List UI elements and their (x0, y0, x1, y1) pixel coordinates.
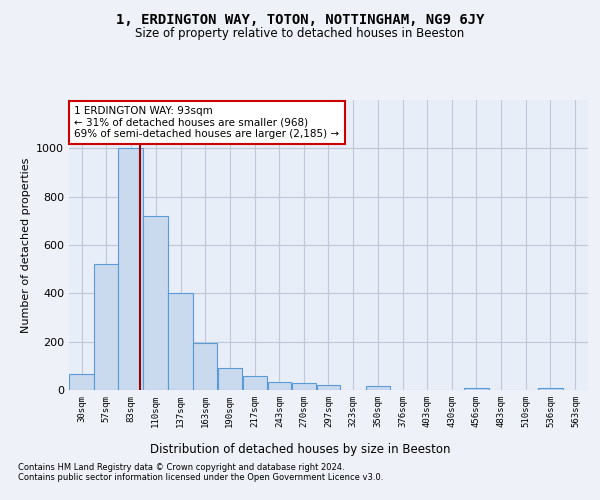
Text: Distribution of detached houses by size in Beeston: Distribution of detached houses by size … (150, 442, 450, 456)
Bar (94, 264, 118, 390)
Bar (538, 388, 563, 390)
Bar (317, 385, 340, 390)
Bar (118, 148, 143, 390)
Bar (143, 216, 168, 390)
Bar (464, 388, 488, 390)
Bar (268, 382, 291, 390)
Bar (366, 386, 391, 390)
Bar (169, 294, 193, 390)
Text: Size of property relative to detached houses in Beeston: Size of property relative to detached ho… (136, 28, 464, 40)
Bar (218, 368, 242, 390)
Text: Contains HM Land Registry data © Crown copyright and database right 2024.: Contains HM Land Registry data © Crown c… (18, 462, 344, 471)
Text: 1 ERDINGTON WAY: 93sqm
← 31% of detached houses are smaller (968)
69% of semi-de: 1 ERDINGTON WAY: 93sqm ← 31% of detached… (74, 106, 340, 139)
Text: Contains public sector information licensed under the Open Government Licence v3: Contains public sector information licen… (18, 472, 383, 482)
Bar (69, 374, 94, 390)
Text: 1, ERDINGTON WAY, TOTON, NOTTINGHAM, NG9 6JY: 1, ERDINGTON WAY, TOTON, NOTTINGHAM, NG9… (116, 12, 484, 26)
Y-axis label: Number of detached properties: Number of detached properties (20, 158, 31, 332)
Bar (193, 343, 217, 390)
Bar (292, 383, 316, 390)
Bar (242, 376, 267, 390)
